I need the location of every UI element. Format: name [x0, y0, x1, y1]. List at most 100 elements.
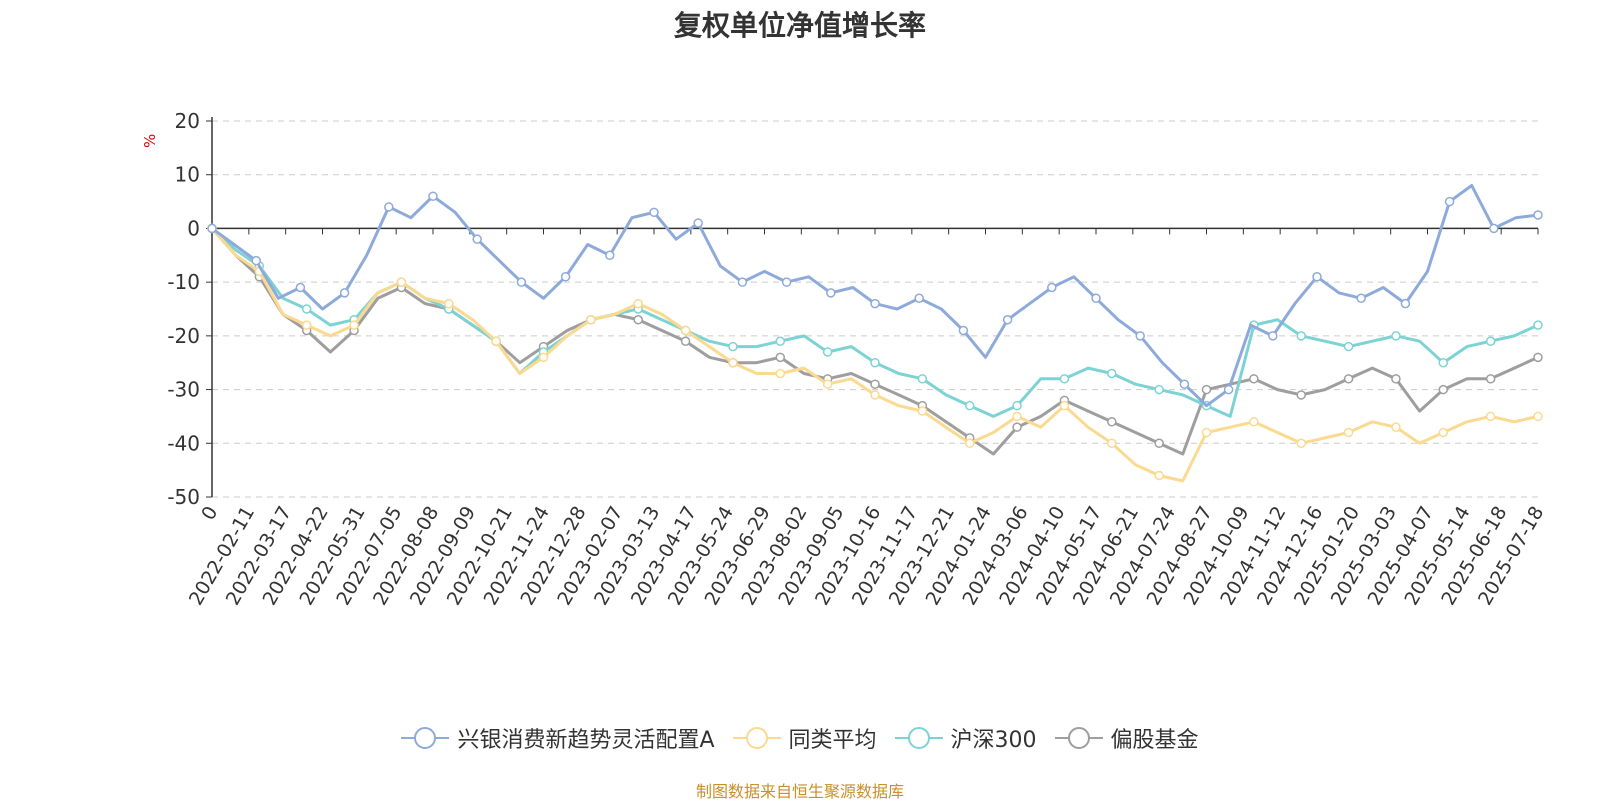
- data-point: [914, 293, 924, 304]
- data-point: [775, 368, 786, 379]
- data-point: [775, 352, 786, 363]
- data-point: [295, 282, 306, 293]
- data-point: [728, 341, 738, 352]
- y-tick-label: -10: [167, 270, 200, 294]
- data-point: [1343, 427, 1354, 438]
- data-point: [1154, 438, 1164, 449]
- data-point: [1223, 384, 1234, 395]
- data-point: [1533, 352, 1543, 363]
- x-tick-label: 0: [197, 503, 222, 524]
- data-point: [633, 314, 643, 325]
- data-point: [964, 438, 975, 449]
- data-point: [1059, 400, 1070, 411]
- data-point: [870, 298, 880, 309]
- data-point: [1154, 470, 1164, 481]
- y-tick-label: 0: [187, 216, 200, 240]
- data-point: [560, 272, 571, 282]
- data-point: [339, 288, 350, 298]
- data-point: [1444, 196, 1455, 207]
- data-point: [1356, 293, 1366, 304]
- data-point: [1343, 341, 1354, 352]
- data-point: [1154, 384, 1164, 395]
- data-point: [1391, 374, 1401, 384]
- data-point: [1312, 272, 1322, 282]
- data-point: [728, 357, 738, 368]
- legend-item-peer-average[interactable]: 同类平均: [732, 722, 877, 754]
- legend-marker-icon: [1054, 727, 1103, 749]
- data-point: [1296, 331, 1306, 341]
- data-point: [1201, 384, 1212, 395]
- data-point: [822, 347, 833, 357]
- data-point: [870, 379, 880, 389]
- legend-item-fund[interactable]: 兴银消费新趋势灵活配置A: [401, 722, 715, 754]
- y-tick-label: -50: [167, 485, 200, 509]
- data-point: [1438, 427, 1449, 438]
- data-point: [586, 314, 596, 325]
- data-point: [1438, 357, 1449, 368]
- data-point: [396, 277, 407, 287]
- legend-label: 兴银消费新趋势灵活配置A: [457, 728, 715, 753]
- data-point: [1485, 336, 1496, 346]
- legend-item-equity-fund[interactable]: 偏股基金: [1054, 722, 1199, 754]
- data-point: [1012, 400, 1022, 411]
- data-point: [649, 207, 659, 218]
- data-point: [516, 277, 527, 287]
- data-point: [1135, 331, 1145, 341]
- line-chart: 20100-10-20-30-40-5002022-02-112022-03-1…: [167, 109, 1548, 609]
- legend-item-csi300[interactable]: 沪深300: [894, 722, 1037, 754]
- data-point: [1059, 374, 1070, 384]
- data-point: [207, 223, 217, 234]
- data-source-note: 制图数据来自恒生聚源数据库: [695, 782, 904, 801]
- data-point: [1485, 374, 1496, 384]
- data-point: [737, 277, 748, 287]
- legend-label: 偏股基金: [1110, 728, 1199, 753]
- legend-label: 同类平均: [788, 728, 877, 753]
- legend-marker-icon: [732, 727, 781, 749]
- data-point: [693, 218, 703, 228]
- data-point: [1249, 417, 1259, 427]
- data-point: [1391, 331, 1401, 341]
- data-point: [1296, 390, 1306, 400]
- data-point: [826, 288, 836, 298]
- data-point: [1091, 293, 1101, 304]
- legend: 兴银消费新趋势灵活配置A 同类平均 沪深300 偏股基金: [0, 722, 1600, 754]
- data-point: [1268, 331, 1278, 341]
- legend-marker-icon: [401, 727, 450, 749]
- data-point: [1400, 298, 1411, 309]
- chart-title: 复权单位净值增长率: [673, 9, 926, 42]
- data-point: [633, 298, 643, 309]
- series-line: [210, 227, 1539, 456]
- data-point: [1485, 411, 1496, 422]
- data-point: [1107, 438, 1117, 449]
- data-point: [1391, 422, 1401, 432]
- data-point: [1107, 417, 1117, 427]
- data-point: [1533, 210, 1543, 220]
- legend-label: 沪深300: [950, 728, 1037, 753]
- y-tick-label: -40: [167, 431, 200, 455]
- data-point: [605, 250, 615, 261]
- data-point: [444, 298, 454, 309]
- data-point: [538, 352, 549, 363]
- data-point: [917, 374, 928, 384]
- data-point: [964, 400, 975, 411]
- y-tick-label: -30: [167, 378, 200, 402]
- data-point: [1179, 379, 1190, 389]
- data-point: [1489, 223, 1499, 234]
- data-point: [472, 234, 482, 244]
- data-point: [870, 357, 880, 368]
- data-point: [491, 336, 501, 346]
- data-point: [870, 390, 880, 400]
- data-point: [680, 336, 691, 346]
- y-tick-label: 10: [175, 163, 200, 187]
- data-point: [1002, 314, 1013, 325]
- data-point: [384, 202, 394, 212]
- data-point: [822, 379, 833, 389]
- data-point: [301, 320, 312, 330]
- data-point: [1343, 374, 1354, 384]
- data-point: [301, 304, 312, 314]
- data-point: [1012, 411, 1022, 422]
- data-point: [1012, 422, 1022, 432]
- data-point: [680, 325, 691, 336]
- data-point: [1533, 411, 1543, 422]
- y-tick-label: 20: [175, 109, 200, 133]
